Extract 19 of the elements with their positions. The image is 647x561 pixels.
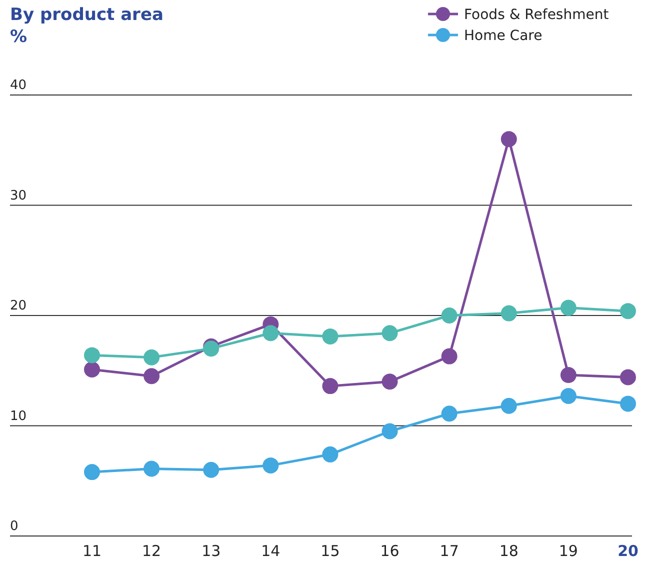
y-tick-label: 0 xyxy=(10,519,18,534)
y-tick-label: 40 xyxy=(10,78,27,93)
x-tick-label: 18 xyxy=(499,542,518,560)
y-tick-label: 30 xyxy=(10,188,27,204)
x-tick-label: 14 xyxy=(261,542,280,560)
x-tick-label: 17 xyxy=(440,542,459,560)
chart-title: By product area xyxy=(10,5,164,25)
x-tick-label: 19 xyxy=(558,542,578,560)
legend-label: Foods & Refeshment xyxy=(464,7,610,23)
x-tick-label: 12 xyxy=(142,542,162,560)
chart-subtitle: % xyxy=(10,27,28,47)
x-tick-label: 11 xyxy=(82,542,102,560)
x-tick-label: 20 xyxy=(618,542,638,560)
y-tick-label: 10 xyxy=(10,408,27,424)
legend-label: Home Care xyxy=(464,28,542,44)
x-tick-label: 15 xyxy=(320,542,340,560)
x-tick-label: 13 xyxy=(202,542,221,560)
y-tick-label: 20 xyxy=(10,298,27,314)
x-tick-label: 16 xyxy=(380,542,400,560)
